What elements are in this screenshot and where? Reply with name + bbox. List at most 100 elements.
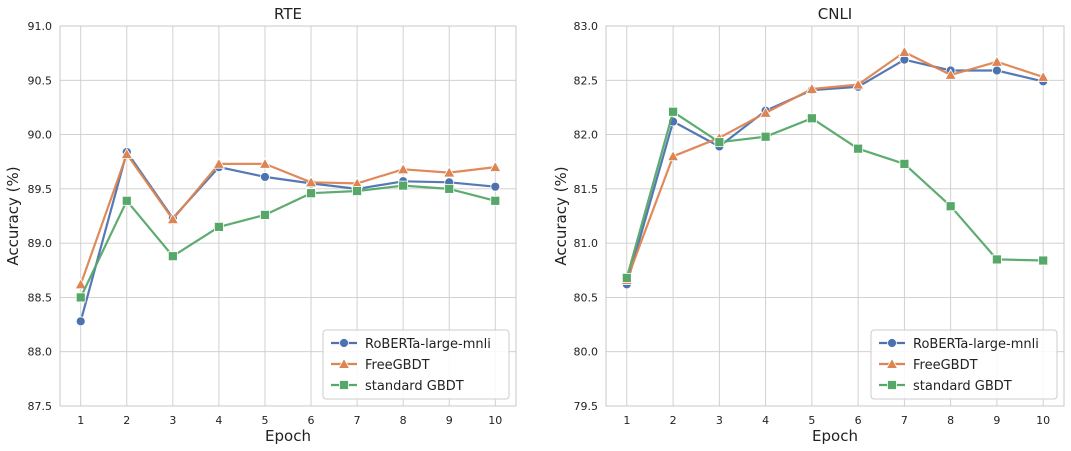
- rte-x-tick-label: 5: [261, 414, 268, 427]
- rte-point-freegbdt: [212, 157, 226, 169]
- rte-point-standard-gbdt: [306, 188, 316, 199]
- cnli-y-tick-label: 82.0: [574, 129, 599, 142]
- rte-y-tick-label: 87.5: [28, 400, 53, 413]
- cnli-line-freegbdt: [625, 50, 1044, 281]
- cnli-y-tick-label: 81.0: [574, 237, 599, 250]
- cnli-y-tick-label: 80.0: [574, 346, 599, 359]
- cnli-x-tick-label: 7: [901, 414, 908, 427]
- cnli-legend-label: standard GBDT: [913, 379, 1012, 394]
- cnli-x-axis-label: Epoch: [812, 427, 858, 445]
- rte-y-tick-label: 89.0: [28, 237, 53, 250]
- cnli-y-tick-label: 80.5: [574, 291, 599, 304]
- rte-point-freegbdt: [489, 160, 502, 172]
- rte-frame: [59, 25, 517, 407]
- cnli-point-standard-gbdt: [899, 158, 910, 169]
- cnli-legend-marker: [885, 357, 899, 369]
- cnli-y-axis-label: Accuracy (%): [552, 166, 570, 265]
- cnli-point-standard-gbdt: [806, 113, 817, 124]
- rte-x-tick-label: 8: [400, 414, 407, 427]
- cnli-legend-label: RoBERTa-large-mnli: [913, 337, 1039, 352]
- cnli-legend: RoBERTa-large-mnli FreeGBDT standard GBDT: [870, 329, 1058, 400]
- cnli-point-freegbdt: [805, 82, 819, 94]
- cnli-point-freegbdt: [759, 106, 772, 118]
- rte-y-tick-label: 91.0: [28, 20, 53, 33]
- rte-x-tick-label: 7: [354, 414, 361, 427]
- cnli-y-tick-label: 79.5: [574, 400, 599, 413]
- rte-point-roberta-large-mnli: [260, 172, 270, 182]
- cnli-point-standard-gbdt: [668, 106, 678, 117]
- rte-point-standard-gbdt: [121, 195, 132, 206]
- cnli-point-freegbdt: [898, 45, 911, 57]
- rte-x-axis-label: Epoch: [265, 427, 311, 445]
- cnli-point-freegbdt: [990, 55, 1004, 67]
- rte-point-freegbdt: [396, 162, 410, 175]
- rte-point-freegbdt: [443, 166, 456, 178]
- cnli-frame: [605, 25, 1065, 407]
- cnli-point-standard-gbdt: [945, 201, 956, 212]
- rte-line-standard-gbdt: [79, 184, 496, 298]
- rte-legend-marker: [337, 357, 351, 369]
- rte-x-tick-label: 4: [215, 414, 222, 427]
- rte-y-tick-label: 88.5: [28, 291, 53, 304]
- rte-x-tick-label: 6: [308, 414, 315, 427]
- rte-legend-label: RoBERTa-large-mnli: [365, 337, 491, 352]
- rte-line-freegbdt: [79, 153, 496, 285]
- rte-legend-marker: [339, 338, 349, 348]
- cnli-y-tick-label: 82.5: [574, 74, 599, 87]
- cnli-x-tick-label: 2: [670, 414, 677, 427]
- cnli-x-tick-label: 8: [947, 414, 954, 427]
- cnli-point-standard-gbdt: [714, 137, 725, 148]
- rte-series-standard-gbdt: [75, 180, 501, 303]
- rte-point-freegbdt: [304, 176, 318, 188]
- cnli-chart: 1 2 3 4 5 6 7 8 9 10 79.5 80.0 80.5 81.0 81.5 82.0 82.5 8…: [552, 5, 1065, 445]
- cnli-point-freegbdt: [666, 149, 680, 162]
- rte-y-tick-label: 89.5: [28, 183, 53, 196]
- cnli-legend-marker: [887, 338, 897, 348]
- cnli-x-tick-label: 4: [762, 414, 769, 427]
- cnli-x-tick-label: 5: [808, 414, 815, 427]
- rte-x-tick-label: 9: [446, 414, 453, 427]
- cnli-legend-label: FreeGBDT: [913, 358, 978, 373]
- cnli-x-tick-label: 9: [993, 414, 1000, 427]
- cnli-x-tick-label: 6: [855, 414, 862, 427]
- rte-point-freegbdt: [258, 157, 272, 169]
- rte-point-standard-gbdt: [444, 183, 455, 194]
- rte-x-tick-label: 1: [77, 414, 84, 427]
- rte-point-roberta-large-mnli: [490, 181, 501, 192]
- cnli-x-tick-label: 1: [623, 414, 630, 427]
- cnli-point-freegbdt: [944, 68, 957, 80]
- rte-legend-box: [322, 329, 510, 400]
- cnli-legend-marker: [887, 380, 897, 390]
- rte-point-standard-gbdt: [490, 195, 501, 206]
- cnli-point-standard-gbdt: [992, 254, 1002, 265]
- rte-point-roberta-large-mnli: [75, 316, 86, 327]
- rte-y-tick-label: 88.0: [28, 346, 53, 359]
- cnli-point-freegbdt: [1037, 70, 1050, 82]
- rte-point-standard-gbdt: [398, 180, 409, 191]
- rte-point-standard-gbdt: [352, 186, 362, 196]
- rte-chart: 1 2 3 4 5 6 7 8 9 10 87.5 88.0 88.5 89.0 89.5 90.0 90.5 9…: [4, 5, 517, 445]
- cnli-point-roberta-large-mnli: [992, 65, 1002, 76]
- rte-legend-label: standard GBDT: [365, 379, 464, 394]
- cnli-line-roberta-large-mnli: [625, 58, 1044, 285]
- rte-point-standard-gbdt: [167, 251, 178, 262]
- rte-legend-marker: [339, 380, 349, 390]
- rte-y-axis-label: Accuracy (%): [4, 166, 22, 265]
- rte-point-standard-gbdt: [75, 292, 86, 303]
- rte-point-freegbdt: [120, 147, 133, 159]
- cnli-point-standard-gbdt: [1038, 255, 1049, 266]
- cnli-title: CNLI: [818, 5, 852, 23]
- cnli-point-standard-gbdt: [760, 131, 771, 142]
- rte-legend-label: FreeGBDT: [365, 358, 430, 373]
- rte-point-freegbdt: [166, 212, 180, 225]
- rte-y-tick-label: 90.5: [28, 74, 53, 87]
- rte-y-tick-label: 90.0: [28, 129, 53, 142]
- rte-x-tick-label: 3: [169, 414, 176, 427]
- rte-legend: RoBERTa-large-mnli FreeGBDT standard GBDT: [322, 329, 510, 400]
- cnli-point-freegbdt: [851, 78, 865, 90]
- cnli-series-standard-gbdt: [621, 106, 1049, 283]
- cnli-x-tick-label: 3: [716, 414, 723, 427]
- cnli-x-tick-label: 10: [1036, 414, 1050, 427]
- cnli-point-standard-gbdt: [853, 143, 864, 154]
